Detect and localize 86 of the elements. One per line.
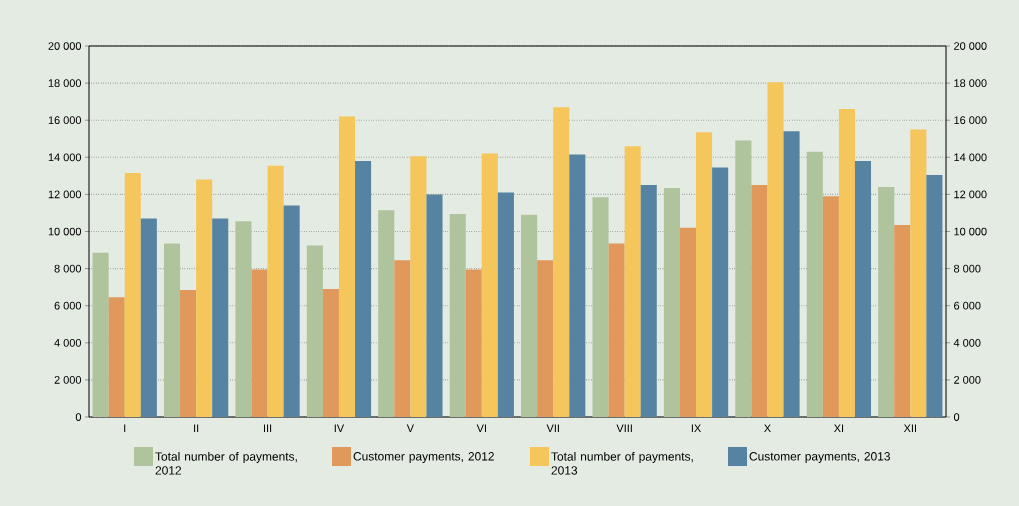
x-tick-label: III <box>263 424 272 433</box>
legend-label: Total number of payments, 2013 <box>551 451 693 475</box>
bar <box>696 132 713 417</box>
x-tick-label: V <box>406 424 414 433</box>
bar <box>926 174 943 417</box>
y2-tick-label: 18 000 <box>48 79 82 87</box>
bar <box>663 187 680 417</box>
y2-tick-label: 8 000 <box>54 264 82 273</box>
bar <box>838 109 855 417</box>
y-tick-label: 18 000 <box>954 79 987 87</box>
bar <box>92 252 109 417</box>
y2-tick-label: 6 000 <box>54 301 82 310</box>
x-tick-label: VI <box>476 424 486 433</box>
bar <box>410 156 427 417</box>
y2-tick-label: 14 000 <box>48 153 82 162</box>
y-tick-label: 4 000 <box>953 338 981 347</box>
x-tick-label: X <box>764 424 771 433</box>
bar <box>854 161 872 417</box>
legend-label: Customer payments, 2013 <box>749 452 890 463</box>
bar <box>108 297 125 417</box>
bar <box>569 154 586 417</box>
x-tick-label: II <box>194 424 199 433</box>
y2-tick-label: 12 000 <box>48 190 82 199</box>
x-tick-label: XI <box>833 424 844 433</box>
bar <box>180 289 197 417</box>
bar <box>783 131 800 417</box>
bar <box>378 210 395 417</box>
bar <box>751 185 768 417</box>
bar <box>124 173 141 417</box>
bar <box>251 269 268 417</box>
legend-label: Customer payments, 2012 <box>353 452 494 463</box>
bar <box>481 153 498 417</box>
bar <box>163 243 181 417</box>
x-tick-label: IV <box>334 424 345 433</box>
bar <box>267 165 284 417</box>
bar <box>822 196 839 417</box>
y-tick-label: 6 000 <box>954 301 981 310</box>
bar <box>806 151 823 417</box>
bar <box>394 260 411 417</box>
bar <box>521 214 538 417</box>
bar <box>608 243 625 417</box>
bar <box>553 107 570 417</box>
bar <box>196 179 213 417</box>
bar <box>624 146 641 417</box>
bar <box>712 167 729 417</box>
bar <box>235 221 252 417</box>
legend-label: Total number of payments, 2012 <box>155 451 297 475</box>
bar <box>355 161 372 417</box>
x-tick-label: XII <box>903 424 916 433</box>
bar <box>592 197 609 417</box>
bar <box>449 213 466 417</box>
bar <box>735 140 752 417</box>
y2-tick-label: 4 000 <box>54 338 82 347</box>
bar <box>140 218 157 417</box>
y2-tick-label: 0 <box>75 413 82 421</box>
y2-tick-label: 16 000 <box>48 116 82 125</box>
x-tick-label: VII <box>546 424 559 433</box>
bar <box>767 82 784 417</box>
y2-tick-label: 2 000 <box>54 376 82 384</box>
bar <box>640 185 657 417</box>
bar <box>338 116 356 417</box>
y-tick-label: 12 000 <box>954 190 987 199</box>
y-tick-label: 0 <box>953 413 960 421</box>
bar <box>306 245 323 417</box>
bar <box>497 192 514 417</box>
bar <box>322 289 339 417</box>
bar <box>894 225 911 417</box>
x-tick-label: I <box>124 424 126 433</box>
bar <box>910 129 927 417</box>
bar <box>679 227 697 417</box>
bar <box>537 260 554 417</box>
bar <box>212 218 229 417</box>
bar <box>283 205 300 417</box>
bar <box>426 194 443 417</box>
y2-tick-label: 20 000 <box>48 42 82 50</box>
y-tick-label: 10 000 <box>954 227 987 236</box>
x-tick-label: IX <box>691 424 701 433</box>
y-tick-label: 14 000 <box>954 153 987 162</box>
y-tick-label: 20 000 <box>954 42 987 50</box>
y2-tick-label: 10 000 <box>48 227 82 236</box>
y-tick-label: 16 000 <box>954 116 987 125</box>
x-tick-label: VIII <box>616 424 632 433</box>
y-tick-label: 8 000 <box>954 264 981 273</box>
bar <box>465 269 482 417</box>
bar <box>878 186 895 417</box>
y-tick-label: 2 000 <box>954 376 981 384</box>
